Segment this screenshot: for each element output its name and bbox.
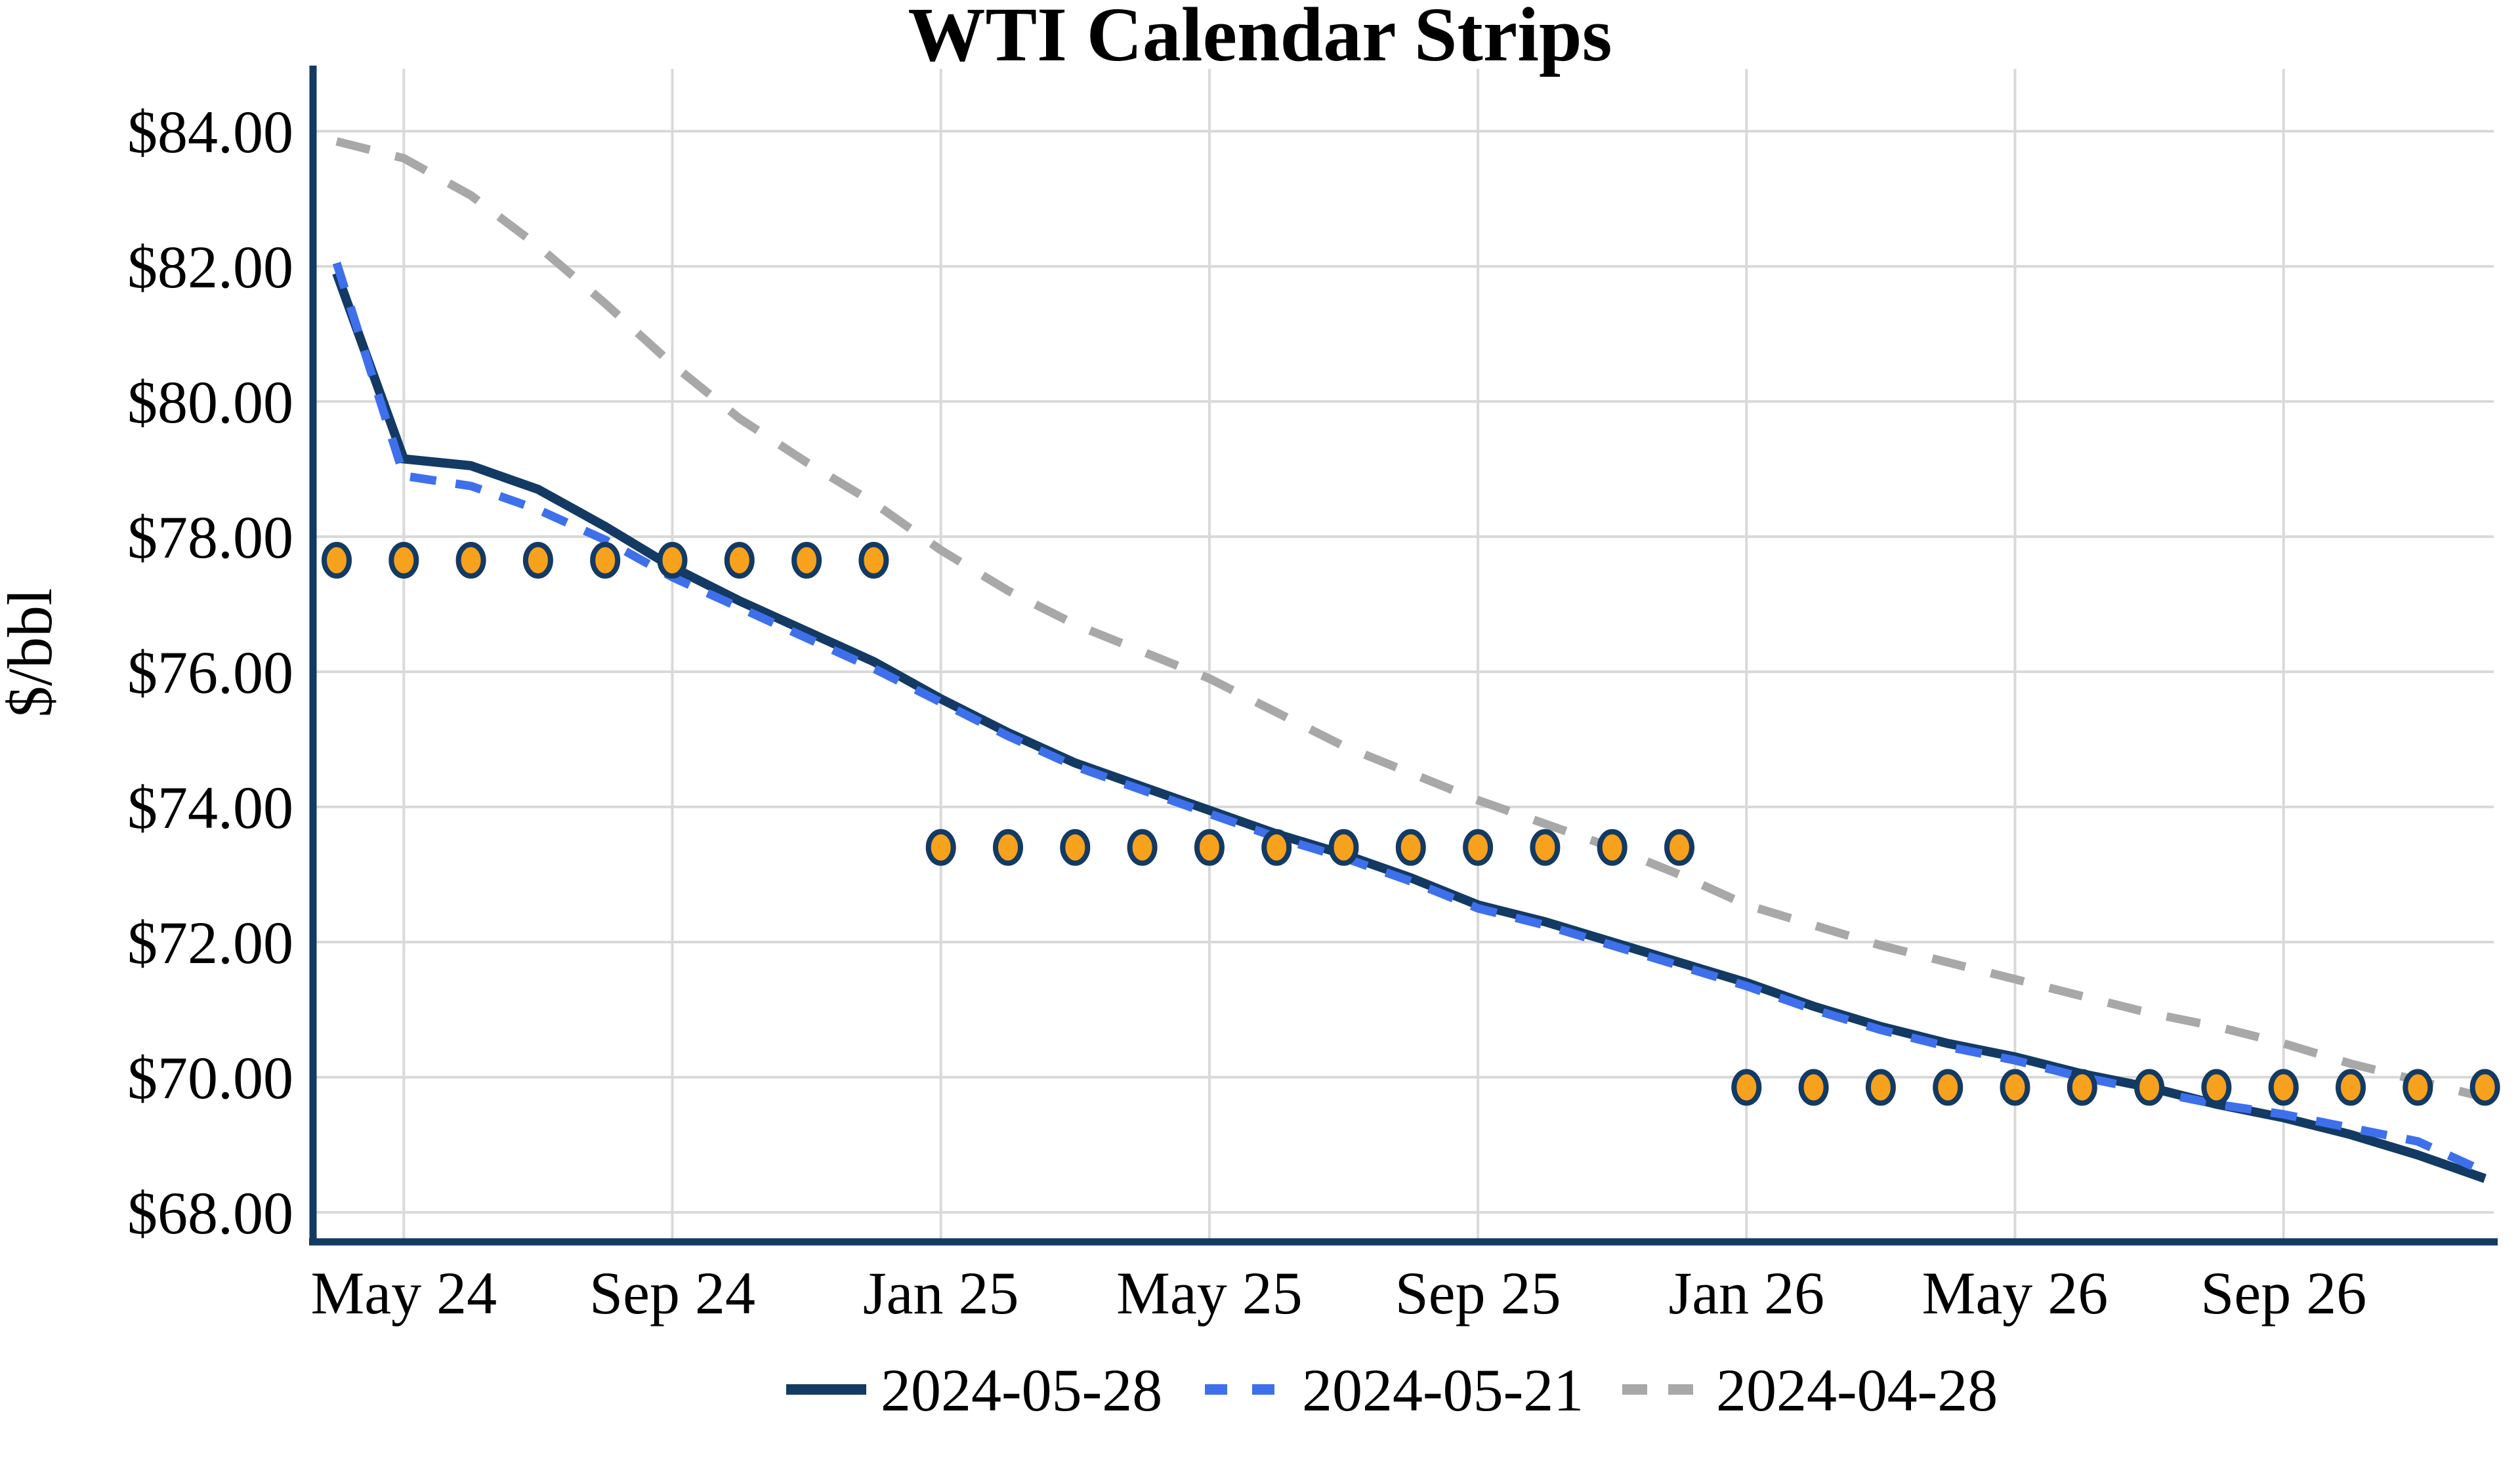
strip-marker: [1865, 1069, 1896, 1106]
y-tick-label: $76.00: [127, 639, 293, 706]
strip-marker: [322, 542, 352, 579]
gridlines: [313, 69, 2494, 1242]
strip-marker: [2134, 1069, 2165, 1106]
strip-marker: [2067, 1069, 2097, 1106]
x-tick-labels: May 24 Sep 24 Jan 25 May 25 Sep 25 Jan 26 May …: [310, 1260, 2366, 1326]
y-tick-label: $80.00: [127, 369, 293, 436]
strip-marker: [1530, 829, 1561, 866]
strip-marker: [2469, 1069, 2500, 1106]
legend-label: 2024-05-28: [881, 1357, 1162, 1424]
legend: 2024-05-28 2024-05-21 2024-04-28: [786, 1357, 1998, 1424]
strip-marker: [1060, 829, 1091, 866]
strip-marker: [2000, 1069, 2030, 1106]
strip-marker: [1395, 829, 1426, 866]
y-tick-label: $72.00: [127, 909, 293, 976]
x-tick-label: May 25: [1116, 1260, 1303, 1326]
strip-marker: [2336, 1069, 2366, 1106]
strip-marker: [724, 542, 755, 579]
strip-marker: [590, 542, 621, 579]
x-tick-label: May 24: [310, 1260, 497, 1326]
series-line-2024-05-28: [332, 271, 2487, 1183]
strip-marker: [1664, 829, 1694, 866]
y-tick-label: $70.00: [127, 1044, 293, 1111]
legend-label: 2024-04-28: [1716, 1357, 1998, 1424]
series-lines: [332, 137, 2487, 1183]
y-tick-labels: $84.00 $82.00 $80.00 $78.00 $76.00 $74.00 $72.…: [127, 98, 293, 1246]
y-tick-label: $74.00: [127, 774, 293, 841]
strip-marker: [1127, 829, 1158, 866]
strip-marker: [1194, 829, 1225, 866]
strip-marker: [1597, 829, 1628, 866]
strip-marker: [522, 542, 553, 579]
strip-marker: [791, 542, 822, 579]
y-tick-label: $82.00: [127, 234, 293, 300]
series-line-2024-05-21: [332, 261, 2487, 1176]
strip-marker: [657, 542, 688, 579]
x-tick-label: Jan 25: [863, 1260, 1019, 1326]
strip-marker: [1933, 1069, 1964, 1106]
strip-marker: [388, 542, 419, 579]
strip-marker: [993, 829, 1023, 866]
strip-marker: [2403, 1069, 2433, 1106]
legend-item-2024-04-28: 2024-04-28: [1622, 1357, 1998, 1424]
x-tick-label: Jan 26: [1668, 1260, 1824, 1326]
legend-label: 2024-05-21: [1302, 1357, 1584, 1424]
strip-marker: [1328, 829, 1359, 866]
x-tick-label: Sep 26: [2200, 1260, 2366, 1326]
x-tick-label: Sep 25: [1395, 1260, 1561, 1326]
strip-marker: [1261, 829, 1292, 866]
strip-marker: [2268, 1069, 2299, 1106]
legend-item-2024-05-21: 2024-05-21: [1205, 1357, 1584, 1424]
strip-marker: [1463, 829, 1494, 866]
y-axis-label: $/bbl: [0, 588, 65, 717]
legend-item-2024-05-28: 2024-05-28: [786, 1357, 1162, 1424]
y-tick-label: $68.00: [127, 1180, 293, 1246]
y-tick-label: $84.00: [127, 98, 293, 165]
y-tick-label: $78.00: [127, 504, 293, 571]
x-tick-label: May 26: [1922, 1260, 2109, 1326]
strip-marker: [1798, 1069, 1829, 1106]
series-line-2024-04-28: [335, 137, 2487, 1102]
calendar-strip-markers: [322, 542, 2500, 1106]
strip-marker: [858, 542, 889, 579]
strip-marker: [2201, 1069, 2232, 1106]
strip-marker: [925, 829, 956, 866]
strip-marker: [455, 542, 486, 579]
x-tick-label: Sep 24: [589, 1260, 755, 1326]
strip-marker: [1731, 1069, 1762, 1106]
chart-title: WTI Calendar Strips: [908, 0, 1612, 77]
